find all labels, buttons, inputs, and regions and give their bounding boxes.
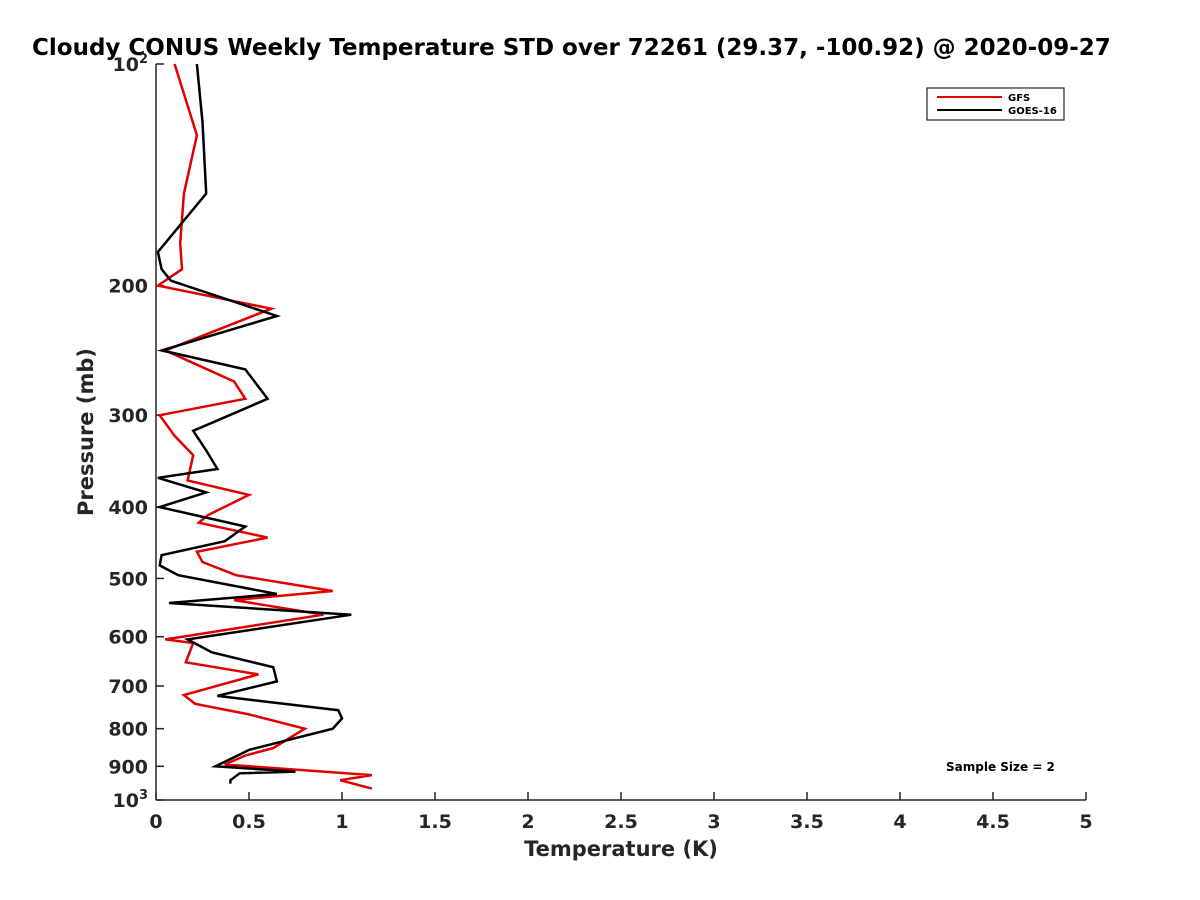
y-tick-label: 600: [108, 627, 148, 649]
y-tick-base: 700: [108, 676, 148, 698]
y-tick-exponent: 2: [139, 52, 148, 67]
y-tick-base: 200: [108, 276, 148, 298]
series-line-goes-16: [154, 63, 352, 784]
x-tick-label: 5: [1079, 811, 1092, 833]
x-tick-label: 2: [521, 811, 534, 833]
y-tick-label: 300: [108, 405, 148, 427]
y-tick-base: 10: [113, 54, 139, 76]
y-tick-label: 102: [113, 52, 149, 76]
y-tick-base: 10: [113, 790, 139, 812]
series-layer: [154, 63, 373, 790]
x-tick-label: 4.5: [976, 811, 1010, 833]
legend-box: [926, 87, 1065, 121]
x-tick-label: 4: [893, 811, 906, 833]
x-tick-label: 0: [149, 811, 162, 833]
y-tick-label: 900: [108, 756, 148, 778]
plot-axes: [155, 64, 1086, 801]
sample-size-annotation: Sample Size = 2: [946, 760, 1055, 774]
x-tick-label: 1.5: [418, 811, 452, 833]
chart-title: Cloudy CONUS Weekly Temperature STD over…: [32, 35, 1111, 61]
x-tick-label: 0.5: [232, 811, 266, 833]
y-tick-label: 103: [113, 788, 149, 812]
legend: GFS GOES-16: [926, 87, 1065, 121]
x-tick-label: 1: [335, 811, 348, 833]
y-tick-base: 600: [108, 627, 148, 649]
y-tick-label: 500: [108, 568, 148, 590]
series-line-gfs: [154, 63, 373, 790]
y-tick-label: 700: [108, 676, 148, 698]
y-tick-label: 800: [108, 719, 148, 741]
y-tick-base: 800: [108, 719, 148, 741]
legend-label-goes16: GOES-16: [1008, 106, 1057, 117]
y-tick-base: 300: [108, 405, 148, 427]
y-tick-label: 200: [108, 276, 148, 298]
x-axis-label: Temperature (K): [524, 837, 718, 861]
y-tick-exponent: 3: [139, 788, 148, 803]
x-tick-label: 2.5: [604, 811, 638, 833]
y-tick-base: 400: [108, 497, 148, 519]
y-axis-label: Pressure (mb): [74, 348, 98, 516]
y-tick-base: 900: [108, 756, 148, 778]
y-tick-label: 400: [108, 497, 148, 519]
legend-label-gfs: GFS: [1008, 93, 1030, 104]
y-tick-base: 500: [108, 568, 148, 590]
x-tick-label: 3.5: [790, 811, 824, 833]
x-axis-ticks: 0 0.5 1 1.5 2 2.5 3 3.5 4 4.5 5: [149, 792, 1093, 833]
x-tick-label: 3: [707, 811, 720, 833]
